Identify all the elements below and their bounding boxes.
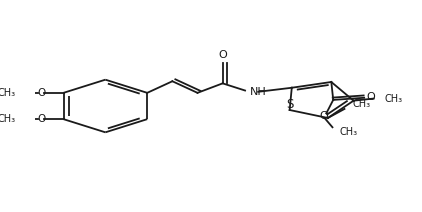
Text: CH₃: CH₃ <box>0 88 16 98</box>
Text: CH₃: CH₃ <box>0 114 16 124</box>
Text: O: O <box>37 88 45 98</box>
Text: CH₃: CH₃ <box>352 99 371 109</box>
Text: CH₃: CH₃ <box>339 127 357 137</box>
Text: NH: NH <box>250 87 266 97</box>
Text: O: O <box>319 111 328 121</box>
Text: O: O <box>367 92 376 102</box>
Text: O: O <box>218 50 227 60</box>
Text: O: O <box>37 114 45 124</box>
Text: CH₃: CH₃ <box>384 93 403 104</box>
Text: S: S <box>286 98 293 111</box>
